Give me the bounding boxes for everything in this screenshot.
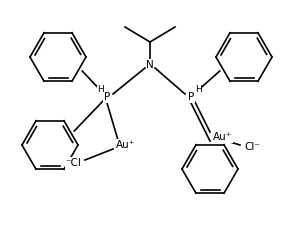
Text: H: H	[97, 86, 103, 94]
Text: P: P	[188, 92, 194, 102]
Text: Au⁺: Au⁺	[213, 132, 233, 142]
Text: ⁻Cl: ⁻Cl	[65, 158, 81, 168]
Text: N: N	[146, 60, 154, 70]
Text: Au⁺: Au⁺	[116, 140, 136, 150]
Text: H: H	[195, 86, 201, 94]
Text: Cl⁻: Cl⁻	[244, 142, 260, 152]
Text: P: P	[104, 92, 110, 102]
